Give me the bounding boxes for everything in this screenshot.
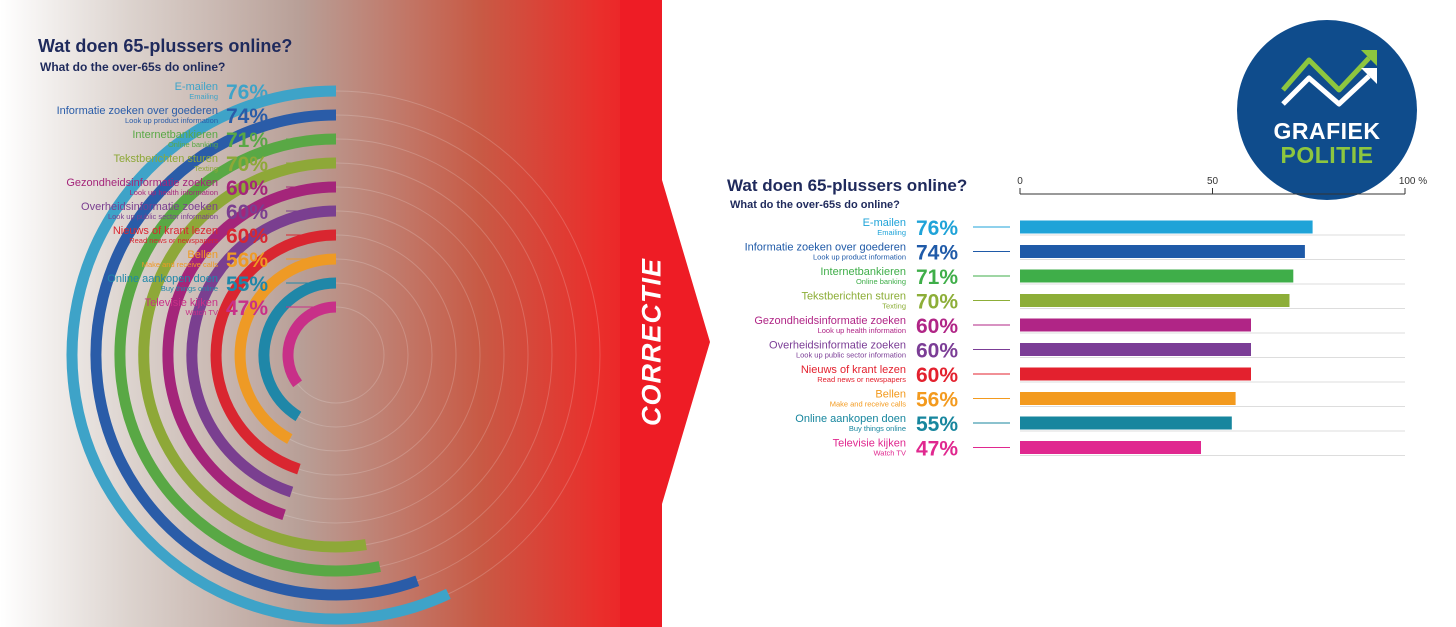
bar-label-en-overheidsinformatie-zoeken: Look up public sector information bbox=[796, 351, 906, 360]
bar-gezondheidsinformatie-zoeken bbox=[1020, 318, 1251, 332]
bar-tekstberichten-sturen bbox=[1020, 294, 1290, 307]
radial-arc-bellen bbox=[234, 253, 337, 444]
radial-value-televisie-kijken: 47% bbox=[226, 297, 268, 320]
bar-value-gezondheidsinformatie-zoeken: 60% bbox=[916, 315, 958, 338]
original-chart-panel: Wat doen 65-plussers online? What do the… bbox=[0, 0, 662, 627]
bar-label-informatie-zoeken-over-goederen: Informatie zoeken over goederen bbox=[745, 242, 906, 254]
radial-arc-internetbankieren bbox=[114, 133, 381, 577]
radial-label-en-e-mailen: Emailing bbox=[189, 92, 218, 101]
bar-label-bellen: Bellen bbox=[875, 389, 906, 401]
radial-arc-informatie-zoeken-over-goederen bbox=[90, 109, 420, 601]
bar-label-en-internetbankieren: Online banking bbox=[856, 277, 906, 286]
bar-value-televisie-kijken: 47% bbox=[916, 438, 958, 461]
corrected-chart-title: Wat doen 65-plussers online? bbox=[727, 176, 968, 195]
bar-label-online-aankopen-doen: Online aankopen doen bbox=[795, 413, 906, 425]
radial-label-en-nieuws-of-krant-lezen: Read news or newspapers bbox=[129, 236, 218, 245]
radial-value-informatie-zoeken-over-goederen: 74% bbox=[226, 105, 268, 128]
radial-arc-nieuws-of-krant-lezen bbox=[210, 229, 337, 475]
radial-arc-tekstberichten-sturen bbox=[138, 157, 367, 553]
bar-label-overheidsinformatie-zoeken: Overheidsinformatie zoeken bbox=[769, 340, 906, 352]
radial-label-tekstberichten-sturen: Tekstberichten sturen bbox=[113, 153, 218, 165]
original-chart-subtitle: What do the over-65s do online? bbox=[40, 60, 226, 74]
bar-label-gezondheidsinformatie-zoeken: Gezondheidsinformatie zoeken bbox=[754, 315, 906, 327]
bar-value-informatie-zoeken-over-goederen: 74% bbox=[916, 242, 958, 265]
bar-e-mailen bbox=[1020, 220, 1313, 234]
radial-label-en-online-aankopen-doen: Buy things online bbox=[161, 284, 218, 293]
radial-value-nieuws-of-krant-lezen: 60% bbox=[226, 225, 268, 248]
radial-value-bellen: 56% bbox=[226, 249, 268, 272]
radial-arc-televisie-kijken bbox=[282, 301, 337, 388]
radial-label-overheidsinformatie-zoeken: Overheidsinformatie zoeken bbox=[81, 201, 218, 213]
bar-overheidsinformatie-zoeken bbox=[1020, 343, 1251, 356]
bar-label-nieuws-of-krant-lezen: Nieuws of krant lezen bbox=[801, 364, 906, 376]
x-tick-label-2: 100 % bbox=[1399, 176, 1427, 187]
correction-divider bbox=[620, 0, 710, 627]
bar-label-tekstberichten-sturen: Tekstberichten sturen bbox=[801, 291, 906, 303]
logo-text-grafiek: GRAFIEK bbox=[1273, 118, 1381, 144]
bar-value-overheidsinformatie-zoeken: 60% bbox=[916, 340, 958, 363]
bar-label-e-mailen: E-mailen bbox=[863, 217, 906, 229]
radial-value-gezondheidsinformatie-zoeken: 60% bbox=[226, 177, 268, 200]
bar-televisie-kijken bbox=[1020, 441, 1201, 454]
bar-label-en-tekstberichten-sturen: Texting bbox=[882, 302, 906, 311]
radial-label-televisie-kijken: Televisie kijken bbox=[145, 297, 218, 309]
corrected-chart-subtitle: What do the over-65s do online? bbox=[730, 199, 900, 211]
bar-value-online-aankopen-doen: 55% bbox=[916, 413, 958, 436]
bar-internetbankieren bbox=[1020, 269, 1294, 283]
radial-label-nieuws-of-krant-lezen: Nieuws of krant lezen bbox=[113, 225, 218, 237]
bar-informatie-zoeken-over-goederen bbox=[1020, 245, 1305, 258]
bar-value-bellen: 56% bbox=[916, 389, 958, 412]
radial-label-en-tekstberichten-sturen: Texting bbox=[194, 164, 218, 173]
radial-value-tekstberichten-sturen: 70% bbox=[226, 153, 268, 176]
radial-arc-overheidsinformatie-zoeken bbox=[186, 205, 337, 498]
bar-value-e-mailen: 76% bbox=[916, 217, 958, 240]
radial-label-informatie-zoeken-over-goederen: Informatie zoeken over goederen bbox=[57, 105, 218, 117]
radial-label-gezondheidsinformatie-zoeken: Gezondheidsinformatie zoeken bbox=[66, 177, 218, 189]
radial-label-e-mailen: E-mailen bbox=[175, 81, 218, 93]
bar-nieuws-of-krant-lezen bbox=[1020, 367, 1251, 381]
radial-label-en-informatie-zoeken-over-goederen: Look up product information bbox=[125, 116, 218, 125]
radial-value-internetbankieren: 71% bbox=[226, 129, 268, 152]
grafiek-politie-logo: GRAFIEK POLITIE bbox=[1237, 20, 1417, 200]
radial-label-en-bellen: Make and receive calls bbox=[142, 260, 219, 269]
radial-label-en-gezondheidsinformatie-zoeken: Look up health information bbox=[130, 188, 218, 197]
radial-arc-online-aankopen-doen bbox=[258, 277, 337, 422]
bar-bellen bbox=[1020, 392, 1236, 405]
bar-label-en-e-mailen: Emailing bbox=[877, 228, 906, 237]
x-tick-label-1: 50 bbox=[1207, 176, 1219, 187]
radial-value-overheidsinformatie-zoeken: 60% bbox=[226, 201, 268, 224]
radial-label-internetbankieren: Internetbankieren bbox=[132, 129, 218, 141]
radial-value-e-mailen: 76% bbox=[226, 81, 268, 104]
bar-label-televisie-kijken: Televisie kijken bbox=[833, 438, 906, 450]
bar-value-tekstberichten-sturen: 70% bbox=[916, 291, 958, 314]
logo-text-politie: POLITIE bbox=[1280, 142, 1374, 168]
bar-label-en-bellen: Make and receive calls bbox=[830, 400, 907, 409]
bar-label-en-informatie-zoeken-over-goederen: Look up product information bbox=[813, 253, 906, 262]
radial-label-en-overheidsinformatie-zoeken: Look up public sector information bbox=[108, 212, 218, 221]
bar-label-en-nieuws-of-krant-lezen: Read news or newspapers bbox=[817, 375, 906, 384]
original-chart-title: Wat doen 65-plussers online? bbox=[38, 36, 293, 56]
radial-arc-e-mailen bbox=[66, 85, 451, 625]
radial-label-en-televisie-kijken: Watch TV bbox=[185, 308, 218, 317]
radial-value-online-aankopen-doen: 55% bbox=[226, 273, 268, 296]
x-tick-label-0: 0 bbox=[1017, 176, 1023, 187]
bar-value-nieuws-of-krant-lezen: 60% bbox=[916, 364, 958, 387]
bar-label-internetbankieren: Internetbankieren bbox=[820, 266, 906, 278]
bar-value-internetbankieren: 71% bbox=[916, 266, 958, 289]
bar-label-en-gezondheidsinformatie-zoeken: Look up health information bbox=[818, 326, 906, 335]
radial-label-en-internetbankieren: Online banking bbox=[168, 140, 218, 149]
radial-label-online-aankopen-doen: Online aankopen doen bbox=[107, 273, 218, 285]
bar-label-en-televisie-kijken: Watch TV bbox=[873, 449, 906, 458]
radial-arc-gezondheidsinformatie-zoeken bbox=[162, 181, 337, 521]
radial-label-bellen: Bellen bbox=[187, 249, 218, 261]
bar-label-en-online-aankopen-doen: Buy things online bbox=[849, 424, 906, 433]
bar-online-aankopen-doen bbox=[1020, 416, 1232, 430]
